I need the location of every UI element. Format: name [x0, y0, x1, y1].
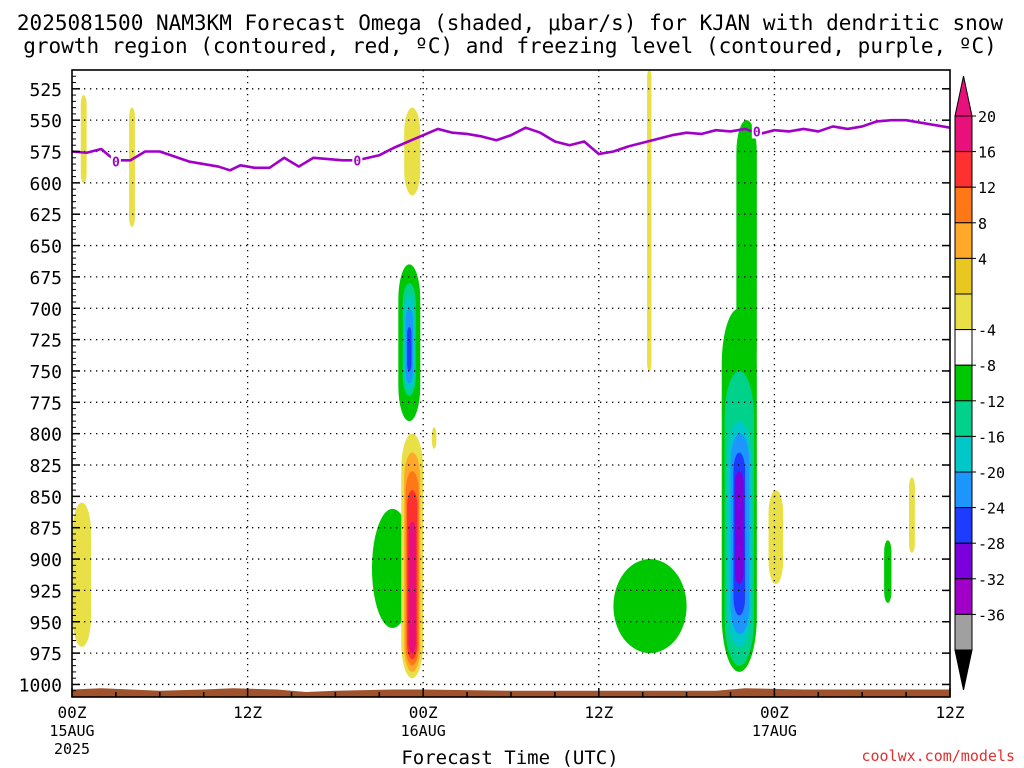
colorbar-bin: [954, 186, 973, 224]
colorbar-bin: [954, 613, 973, 651]
y-tick-label: 625: [29, 205, 62, 226]
colorbar-bin: [954, 542, 973, 580]
y-tick-label: 850: [29, 487, 62, 508]
colorbar-label: -8: [978, 357, 996, 375]
y-tick-label: 575: [29, 143, 62, 164]
omega-region: [72, 502, 92, 647]
x-tick-label: 00Z: [760, 703, 789, 722]
y-tick-label: 525: [29, 80, 62, 101]
omega-region: [431, 427, 437, 449]
colorbar-label: 4: [978, 250, 987, 268]
colorbar-bin: [954, 435, 973, 473]
colorbar-label: -20: [978, 464, 1005, 482]
colorbar-over-triangle: [954, 75, 973, 117]
y-axis: 525 550 575 600 625 650 675 700 725 750 775 800 825 8…: [19, 75, 950, 696]
colorbar-label: 16: [978, 144, 996, 162]
omega-region: [909, 477, 915, 553]
colorbar-label: 8: [978, 215, 987, 233]
y-tick-label: 550: [29, 111, 62, 132]
y-tick-label: 725: [29, 331, 62, 352]
y-tick-label: 775: [29, 393, 62, 414]
colorbar-label: -24: [978, 500, 1005, 518]
omega-region: [768, 490, 784, 585]
contour-label: 0: [753, 125, 761, 140]
contour-label-bg: [751, 124, 762, 139]
y-tick-label: 750: [29, 362, 62, 383]
colorbar-label: -16: [978, 428, 1005, 446]
colorbar-label: -12: [978, 393, 1005, 411]
x-tick-label: 00Z: [409, 703, 438, 722]
colorbar-bin: [954, 578, 973, 615]
colorbar-bin: [954, 115, 973, 153]
x-tick-date: 15AUG: [49, 722, 94, 740]
y-tick-label: 1000: [19, 675, 62, 696]
y-tick-label: 925: [29, 581, 62, 602]
grid-lines: [72, 70, 950, 697]
colorbar-bin: [954, 400, 973, 437]
omega-regions: [72, 70, 915, 679]
colorbar-label: -4: [978, 322, 996, 340]
omega-region: [613, 559, 687, 654]
colorbar-bin: [954, 222, 973, 259]
omega-region: [647, 70, 652, 371]
x-tick-label: 12Z: [233, 703, 262, 722]
y-tick-label: 675: [29, 268, 62, 289]
x-tick-year: 2025: [54, 740, 90, 758]
colorbar-bin: [954, 329, 973, 366]
watermark: coolwx.com/models: [861, 747, 1015, 765]
y-tick-label: 950: [29, 613, 62, 634]
y-tick-label: 600: [29, 174, 62, 195]
x-tick-date: 16AUG: [401, 722, 446, 740]
title-line2: growth region (contoured, red, ºC) and f…: [23, 34, 997, 58]
y-tick-label: 900: [29, 550, 62, 571]
colorbar-bin: [954, 471, 973, 509]
x-tick-date: 17AUG: [752, 722, 797, 740]
omega-region: [884, 540, 892, 603]
contour-label-bg: [352, 153, 363, 168]
omega-region: [407, 327, 412, 371]
omega-region: [129, 107, 135, 227]
y-tick-label: 975: [29, 644, 62, 665]
omega-region: [404, 107, 421, 196]
omega-region: [408, 521, 416, 654]
contour-label: 0: [112, 156, 120, 171]
colorbar-bin: [954, 293, 973, 331]
colorbar-bin: [954, 257, 973, 295]
contour-label: 0: [353, 154, 361, 169]
colorbar-label: -32: [978, 571, 1005, 589]
contour-label-bg: [110, 154, 121, 169]
omega-region: [80, 95, 87, 183]
y-tick-label: 825: [29, 456, 62, 477]
colorbar-bin: [954, 364, 973, 402]
omega-region: [736, 120, 757, 384]
y-tick-label: 800: [29, 425, 62, 446]
y-tick-label: 650: [29, 237, 62, 258]
colorbar-label: -36: [978, 606, 1005, 624]
colorbar-label: -28: [978, 535, 1005, 553]
freezing-level-contour: 0 0 0: [71, 118, 951, 172]
plot-area: [72, 70, 950, 697]
colorbar-bin: [954, 507, 973, 544]
colorbar-bin: [954, 151, 973, 188]
colorbar-label: 12: [978, 179, 996, 197]
title-line1: 2025081500 NAM3KM Forecast Omega (shaded…: [17, 11, 1004, 35]
y-tick-label: 700: [29, 299, 62, 320]
y-tick-label: 875: [29, 519, 62, 540]
colorbar: 20 16 12 8 4 -4 -8 -12 -16 -20 -24 -28 -32 -36: [954, 75, 1005, 691]
x-tick-label: 00Z: [58, 703, 87, 722]
x-axis-label: Forecast Time (UTC): [401, 747, 618, 768]
colorbar-label: 20: [978, 108, 996, 126]
x-tick-label: 12Z: [584, 703, 613, 722]
freezing-level-line: [71, 118, 951, 172]
x-tick-label: 12Z: [936, 703, 965, 722]
colorbar-under-triangle: [954, 649, 973, 691]
